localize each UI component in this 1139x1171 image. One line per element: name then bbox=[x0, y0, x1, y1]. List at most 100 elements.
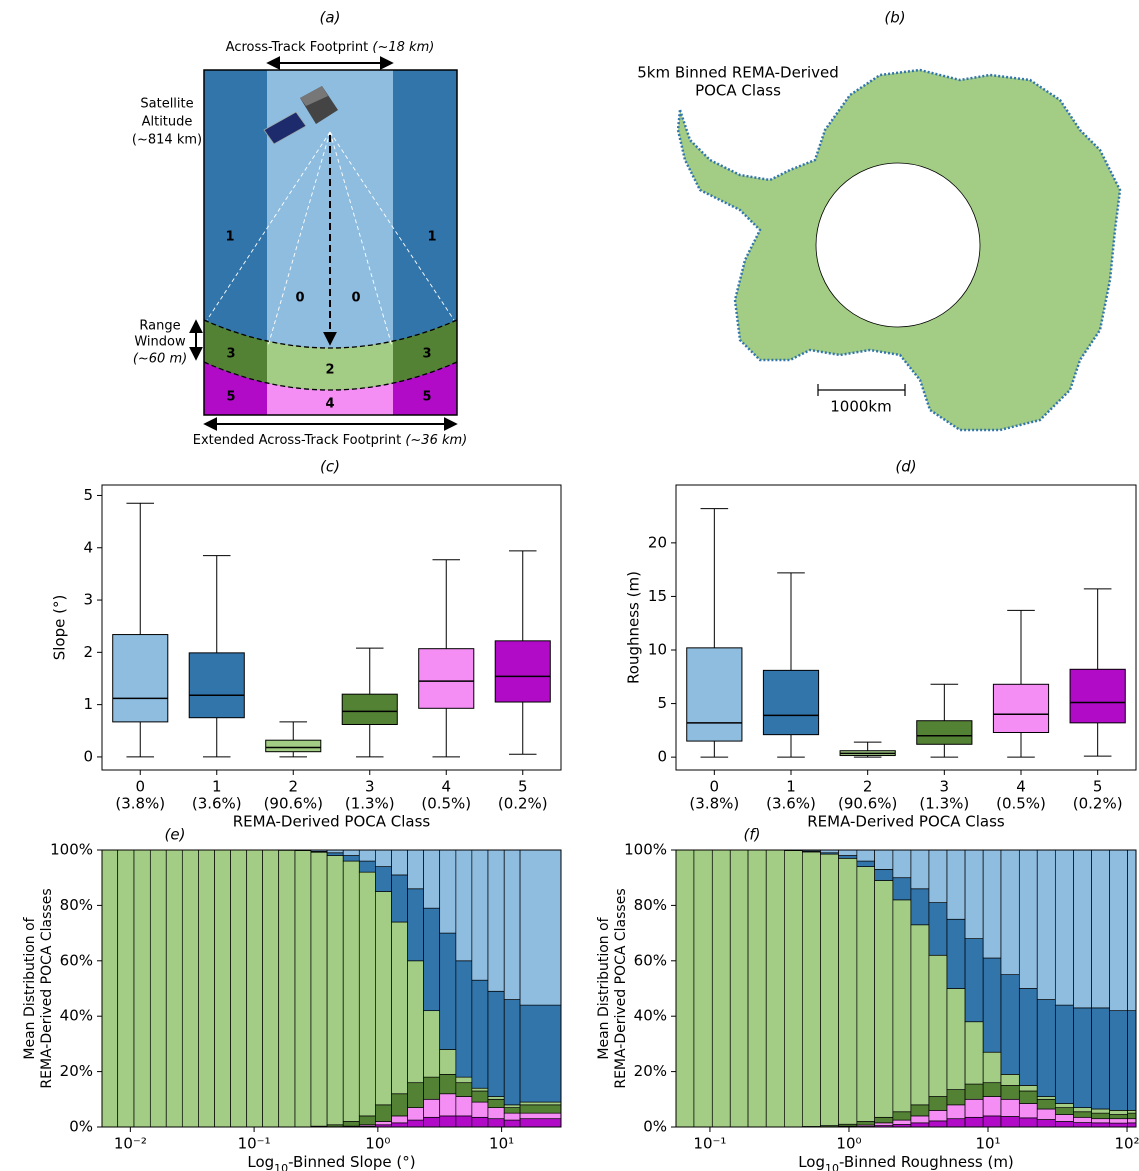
y-tick-label: 10 bbox=[648, 641, 667, 659]
x-tick-label: 3 bbox=[365, 778, 375, 796]
bar-segment bbox=[392, 922, 408, 1094]
bar-segment bbox=[983, 850, 1001, 958]
bar-segment bbox=[983, 1052, 1001, 1082]
bar-segment bbox=[875, 880, 893, 1117]
y-axis-label: Mean Distribution of bbox=[22, 916, 38, 1059]
range-label: (~60 m) bbox=[133, 352, 187, 367]
bar-segment bbox=[1055, 1108, 1073, 1115]
bar-segment bbox=[392, 1116, 408, 1123]
scale-label: 1000km bbox=[830, 398, 891, 416]
bar-segment bbox=[520, 850, 561, 1005]
y-tick-label: 40% bbox=[634, 1007, 667, 1025]
bar-segment bbox=[839, 850, 857, 856]
bar-segment bbox=[1073, 1123, 1091, 1127]
bar-segment bbox=[1019, 1118, 1037, 1127]
label-note: (~36 km) bbox=[405, 433, 467, 448]
x-tick-share: (3.6%) bbox=[192, 795, 242, 813]
bar-segment bbox=[375, 1105, 391, 1122]
bar-segment bbox=[857, 850, 875, 861]
bar-segment bbox=[408, 1083, 424, 1108]
panel-title: (f) bbox=[744, 826, 761, 844]
bar-segment bbox=[472, 1117, 488, 1127]
bar-segment bbox=[375, 850, 391, 867]
altitude-label: (~814 km) bbox=[132, 133, 202, 148]
bar-segment bbox=[802, 852, 820, 1127]
bar-segment bbox=[1110, 1115, 1128, 1119]
y-tick-label: 0 bbox=[657, 748, 667, 766]
pole-hole bbox=[816, 163, 980, 327]
bar-segment bbox=[488, 1097, 504, 1100]
bar-segment bbox=[983, 1097, 1001, 1116]
y-axis-label: REMA-Derived POCA Classes bbox=[39, 888, 55, 1088]
bar-segment bbox=[392, 1094, 408, 1116]
x-tick-label: 2 bbox=[288, 778, 298, 796]
bar-segment bbox=[424, 908, 440, 1010]
x-axis-label-part: 10 bbox=[825, 1162, 839, 1171]
y-tick-label: 80% bbox=[634, 896, 667, 914]
x-axis-label-part: -Binned Slope (°) bbox=[288, 1153, 415, 1171]
x-tick-label: 1 bbox=[212, 778, 222, 796]
scale-bar bbox=[818, 384, 905, 396]
x-axis-label: REMA-Derived POCA Class bbox=[233, 813, 431, 831]
box bbox=[993, 684, 1048, 732]
bar-segment bbox=[520, 1105, 561, 1113]
bar-segment bbox=[947, 919, 965, 988]
y-tick-label: 60% bbox=[634, 951, 667, 969]
y-tick-label: 2 bbox=[83, 643, 93, 661]
bar-segment bbox=[730, 850, 748, 1127]
bar-segment bbox=[766, 850, 784, 1127]
bar-segment bbox=[1092, 1008, 1110, 1109]
bar-segment bbox=[456, 850, 472, 961]
x-tick-label: 4 bbox=[441, 778, 451, 796]
bar-segment bbox=[1110, 1011, 1128, 1111]
bar-segment bbox=[1037, 1120, 1055, 1127]
y-tick-label: 20% bbox=[60, 1062, 93, 1080]
y-axis-label: REMA-Derived POCA Classes bbox=[613, 888, 629, 1088]
y-tick-label: 4 bbox=[83, 538, 93, 556]
x-axis-label: Log10-Binned Slope (°) bbox=[247, 1153, 415, 1171]
bar-segment bbox=[456, 1116, 472, 1127]
bar-segment bbox=[408, 1108, 424, 1120]
bar-segment bbox=[1055, 850, 1073, 1005]
x-tick-label: 10¹ bbox=[489, 1135, 514, 1153]
bar-segment bbox=[929, 1110, 947, 1121]
x-tick-label: 10⁻¹ bbox=[693, 1135, 726, 1153]
x-tick-label: 4 bbox=[1016, 778, 1026, 796]
bar-segment bbox=[279, 850, 295, 1127]
label-text: Across-Track Footprint bbox=[226, 40, 369, 55]
x-tick-share: (1.3%) bbox=[345, 795, 395, 813]
bar-segment bbox=[488, 850, 504, 991]
bar-segment bbox=[424, 1011, 440, 1077]
y-tick-label: 0% bbox=[643, 1118, 667, 1136]
x-tick-label: 3 bbox=[940, 778, 950, 796]
bar-segment bbox=[504, 1000, 520, 1105]
bar-segment bbox=[166, 850, 182, 1127]
panel-title: (d) bbox=[895, 458, 916, 476]
panel-title: (c) bbox=[320, 458, 340, 476]
bar-segment bbox=[1055, 1121, 1073, 1127]
footprint-label: Across-Track Footprint (~18 km) bbox=[226, 40, 435, 55]
bar-segment bbox=[327, 853, 343, 856]
bar-segment bbox=[965, 1022, 983, 1084]
x-tick-label: 10⁻¹ bbox=[238, 1135, 271, 1153]
bar-segment bbox=[520, 1119, 561, 1127]
bar-segment bbox=[1128, 1110, 1136, 1113]
altitude-label: Altitude bbox=[142, 115, 193, 130]
bar-segment bbox=[893, 850, 911, 878]
bar-segment bbox=[820, 854, 838, 1125]
bar-segment bbox=[1037, 1000, 1055, 1097]
region-label: 3 bbox=[226, 347, 235, 362]
box bbox=[419, 649, 474, 709]
bar-segment bbox=[875, 850, 893, 869]
x-tick-share: (0.2%) bbox=[1073, 795, 1123, 813]
bar-segment bbox=[1110, 1123, 1128, 1127]
x-tick-share: (1.3%) bbox=[919, 795, 969, 813]
bar-segment bbox=[1037, 850, 1055, 1000]
bar-segment bbox=[456, 1097, 472, 1116]
bar-segment bbox=[1073, 1108, 1091, 1112]
bar-segment bbox=[424, 850, 440, 908]
bar-segment bbox=[965, 850, 983, 939]
bar-segment bbox=[1001, 975, 1019, 1075]
x-tick-share: (90.6%) bbox=[264, 795, 323, 813]
